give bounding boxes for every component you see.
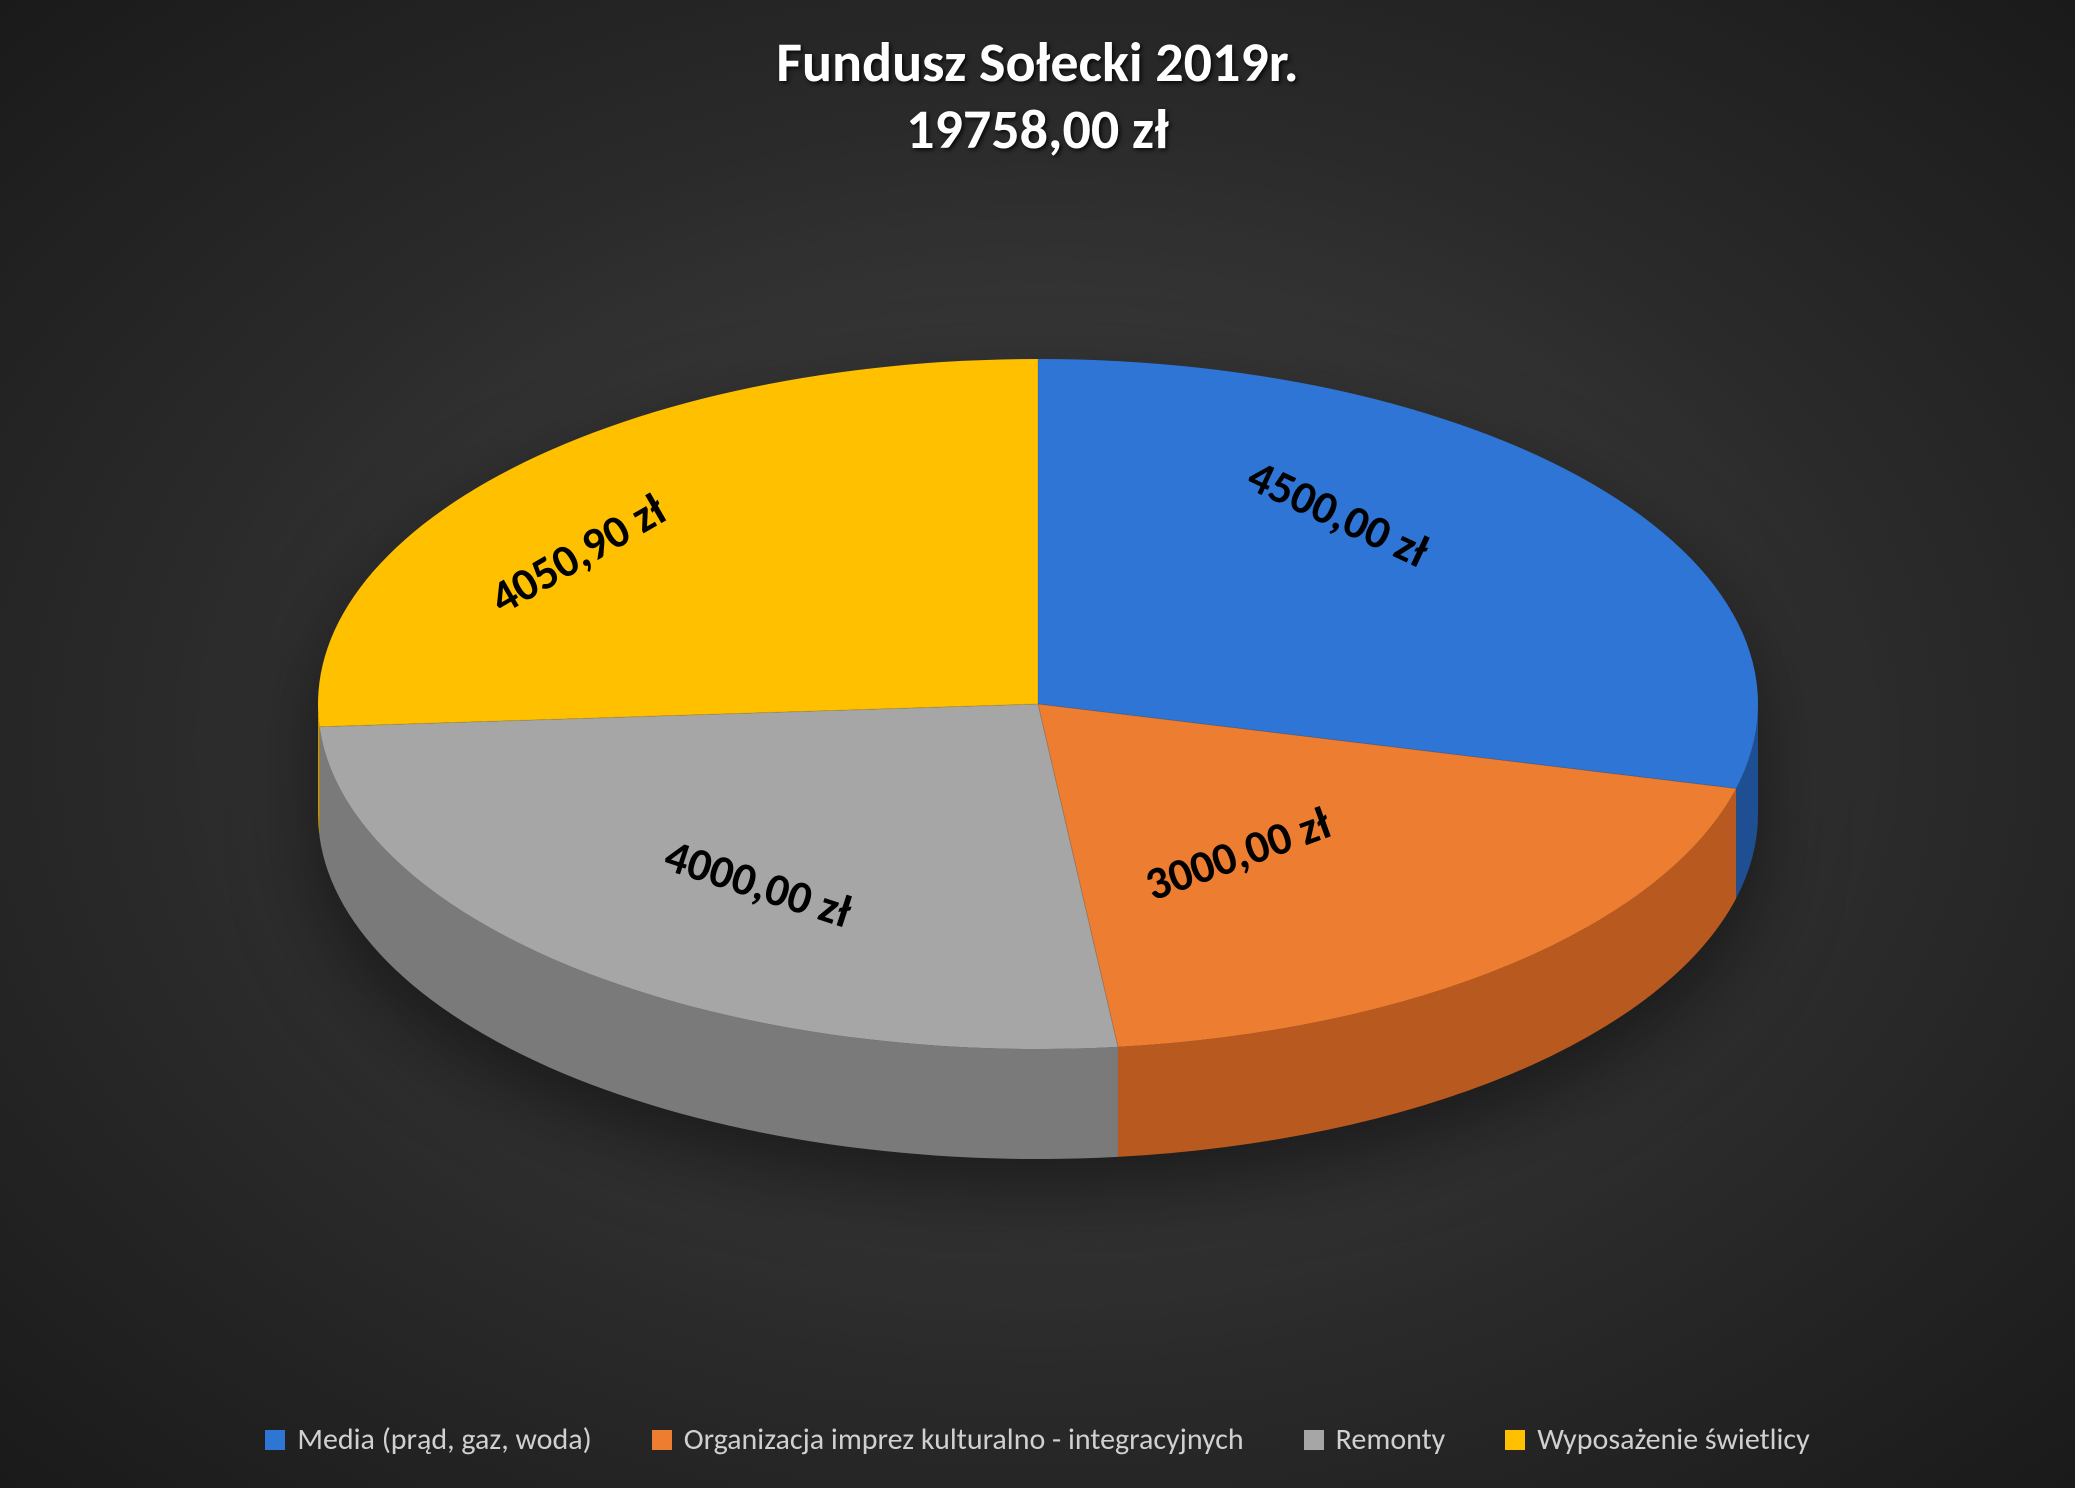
legend-label: Wyposażenie świetlicy <box>1537 1421 1809 1458</box>
chart-title: Fundusz Sołecki 2019r. 19758,00 zł <box>0 30 2075 164</box>
legend-item: Wyposażenie świetlicy <box>1505 1421 1809 1458</box>
chart-title-line2: 19758,00 zł <box>0 97 2075 164</box>
legend-swatch <box>1304 1430 1324 1450</box>
legend-item: Media (prąd, gaz, woda) <box>265 1421 591 1458</box>
pie-slice-top <box>317 359 1037 727</box>
pie-chart: 4500,00 zł3000,00 zł4000,00 zł4050,90 zł <box>238 264 1838 1264</box>
chart-legend: Media (prąd, gaz, woda) Organizacja impre… <box>0 1421 2075 1458</box>
legend-label: Remonty <box>1336 1421 1446 1458</box>
legend-swatch <box>1505 1430 1525 1450</box>
legend-item: Organizacja imprez kulturalno - integrac… <box>652 1421 1244 1458</box>
chart-title-line1: Fundusz Sołecki 2019r. <box>0 30 2075 97</box>
legend-swatch <box>265 1430 285 1450</box>
legend-item: Remonty <box>1304 1421 1446 1458</box>
legend-swatch <box>652 1430 672 1450</box>
legend-label: Media (prąd, gaz, woda) <box>297 1421 591 1458</box>
pie-chart-svg <box>238 264 1838 1264</box>
legend-label: Organizacja imprez kulturalno - integrac… <box>684 1421 1244 1458</box>
